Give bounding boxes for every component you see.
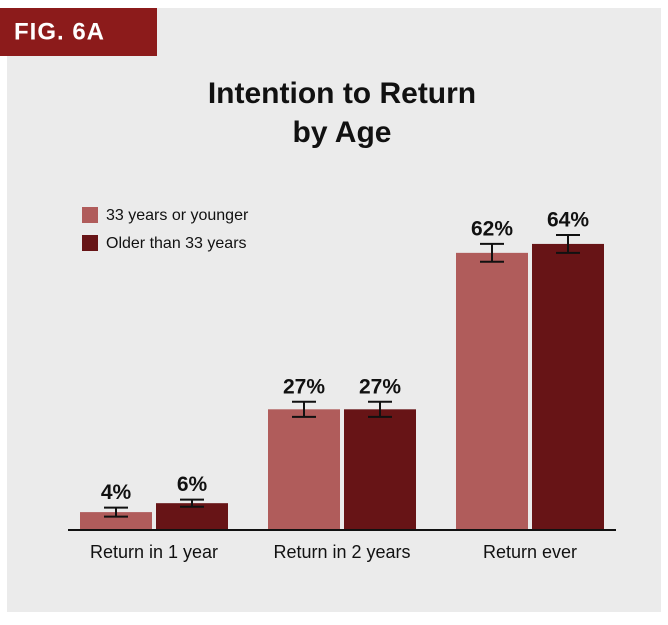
data-label: 27% <box>359 375 401 398</box>
chart-title: Intention to Return <box>208 77 476 110</box>
error-bar <box>292 400 316 418</box>
legend-label: Older than 33 years <box>106 235 247 252</box>
bar <box>80 512 152 530</box>
data-label: 6% <box>177 473 208 496</box>
bar <box>456 252 528 531</box>
chart-title: by Age <box>293 116 392 149</box>
error-bar <box>180 498 204 508</box>
x-tick-label: Return in 2 years <box>273 542 410 562</box>
bar <box>532 243 604 531</box>
figure-label-box <box>0 8 157 56</box>
data-label: 4% <box>101 481 132 504</box>
error-bar <box>556 233 580 254</box>
error-bar <box>480 242 504 263</box>
bar <box>268 409 340 530</box>
x-tick-label: Return ever <box>483 542 577 562</box>
data-label: 64% <box>547 209 589 232</box>
bar <box>344 409 416 530</box>
figure-label: FIG. 6A <box>14 18 105 45</box>
legend-label: 33 years or younger <box>106 207 249 224</box>
error-bar <box>368 400 392 418</box>
error-bar <box>104 506 128 518</box>
legend-swatch <box>82 235 98 251</box>
legend-swatch <box>82 207 98 223</box>
x-tick-label: Return in 1 year <box>90 542 218 562</box>
data-label: 62% <box>471 217 513 240</box>
data-label: 27% <box>283 375 325 398</box>
